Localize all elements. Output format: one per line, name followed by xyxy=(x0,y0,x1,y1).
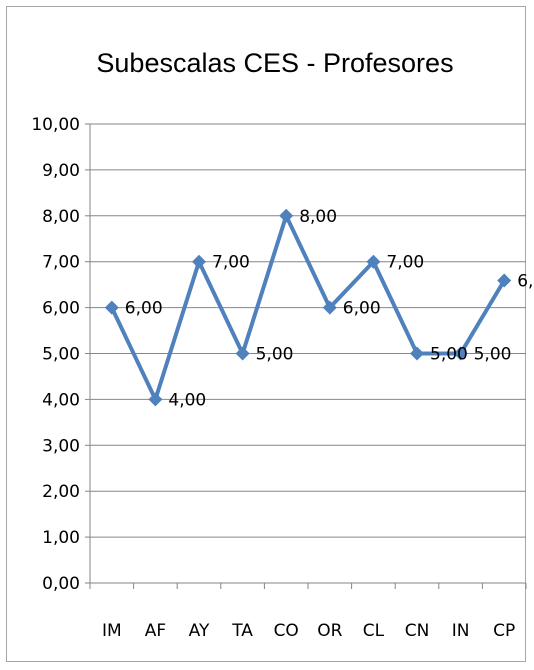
x-tick-label-in: IN xyxy=(452,621,470,641)
y-tick-label-0: 0,00 xyxy=(42,574,80,594)
x-tick-label-or: OR xyxy=(317,621,342,641)
y-tick-label-1: 1,00 xyxy=(42,528,80,548)
data-label-cp: 6,59 xyxy=(517,272,534,292)
x-tick-label-cl: CL xyxy=(363,621,385,641)
x-tick-label-af: AF xyxy=(145,621,166,641)
x-tick-label-co: CO xyxy=(274,621,299,641)
data-label-co: 8,00 xyxy=(299,207,337,227)
data-point-co xyxy=(279,208,294,223)
data-point-cl xyxy=(366,254,381,269)
data-label-im: 6,00 xyxy=(125,299,163,319)
data-label-ay: 7,00 xyxy=(212,253,250,273)
grid-lines xyxy=(90,123,526,538)
y-tick-label-7: 7,00 xyxy=(42,253,80,273)
data-point-in xyxy=(453,346,468,361)
y-tick-label-6: 6,00 xyxy=(42,299,80,319)
y-tick-label-8: 8,00 xyxy=(42,207,80,227)
data-point-im xyxy=(104,300,119,315)
data-label-cl: 7,00 xyxy=(386,253,424,273)
data-label-ta: 5,00 xyxy=(256,345,294,365)
y-tick-label-10: 10,00 xyxy=(31,115,80,135)
x-tick-label-cn: CN xyxy=(405,621,430,641)
chart-title: Subescalas CES - Profesores xyxy=(96,48,453,78)
x-tick-label-ay: AY xyxy=(189,621,210,641)
data-label-cn: 5,00 xyxy=(430,345,468,365)
data-labels: 6,00 4,00 7,00 5,00 8,00 6,00 7,00 5,00 5,00 6,59 xyxy=(125,207,534,411)
series-line-group xyxy=(104,208,512,407)
data-point-cn xyxy=(410,346,424,361)
x-tick-label-cp: CP xyxy=(493,621,515,641)
data-label-or: 6,00 xyxy=(343,299,381,319)
data-point-ay xyxy=(192,254,206,269)
y-tick-label-9: 9,00 xyxy=(42,161,80,181)
y-tick-label-4: 4,00 xyxy=(42,390,80,410)
data-point-or xyxy=(322,300,337,315)
y-tick-label-3: 3,00 xyxy=(42,436,80,456)
y-tick-label-2: 2,00 xyxy=(42,482,80,502)
data-point-ta xyxy=(235,346,250,361)
x-tick-label-ta: TA xyxy=(231,621,253,641)
data-label-in: 5,00 xyxy=(474,345,512,365)
tick-labels: 0,00 1,00 2,00 3,00 4,00 5,00 6,00 7,00 8,00 9,00… xyxy=(31,115,515,641)
data-point-cp xyxy=(497,273,512,288)
axes xyxy=(85,123,527,589)
series-line-0 xyxy=(109,210,506,405)
y-tick-label-5: 5,00 xyxy=(42,345,80,365)
x-tick-label-im: IM xyxy=(102,621,122,641)
chart-frame xyxy=(6,6,526,662)
data-point-af xyxy=(148,392,163,407)
data-label-af: 4,00 xyxy=(168,390,206,410)
